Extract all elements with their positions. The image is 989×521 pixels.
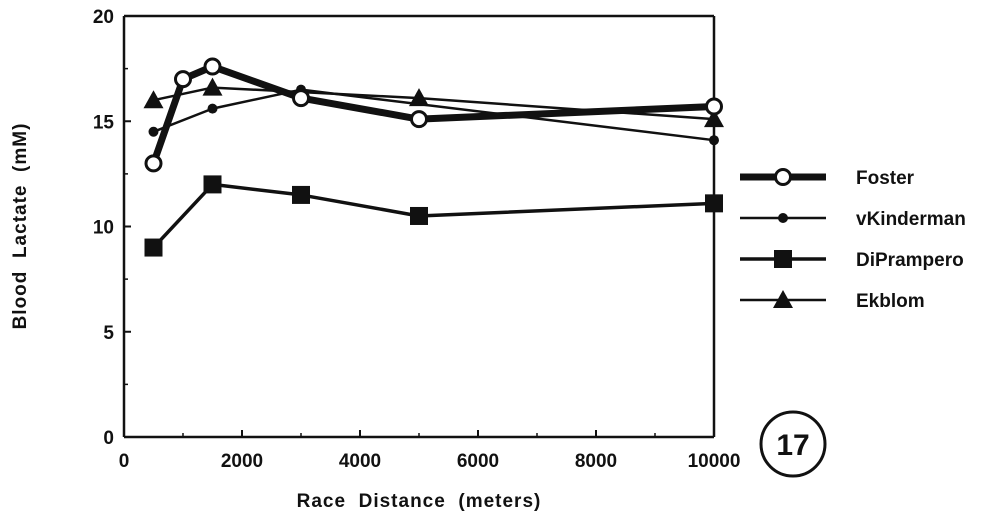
y-tick-label: 20: [93, 7, 114, 28]
data-point: [292, 185, 310, 204]
legend-marker: [778, 213, 788, 223]
data-point: [144, 154, 163, 173]
x-axis-title: Race Distance (meters): [297, 491, 542, 512]
y-tick-label: 15: [93, 112, 115, 133]
legend-marker: [774, 168, 792, 186]
series-line: [150, 63, 715, 165]
legend-label: vKinderman: [856, 209, 966, 230]
data-point: [143, 90, 164, 109]
data-point: [709, 135, 719, 146]
data-point: [704, 109, 724, 128]
x-tick-label: 8000: [575, 451, 617, 472]
badge-circle: [759, 410, 827, 478]
x-tick-label: 4000: [339, 451, 381, 472]
data-point: [203, 57, 222, 76]
series-line: [153, 86, 715, 121]
series-layer: [143, 57, 724, 257]
legend-item: Ekblom: [740, 290, 925, 312]
data-point: [148, 126, 159, 137]
series-diprampero: [144, 175, 723, 257]
series-line: [153, 88, 715, 142]
data-point: [410, 110, 428, 129]
circled-number-badge: 17: [759, 410, 827, 478]
legend-label: Ekblom: [856, 291, 925, 312]
x-tick-label: 0: [119, 451, 130, 472]
legend-marker: [774, 250, 792, 268]
badge-text: 17: [776, 429, 809, 462]
legend-label: Foster: [856, 168, 915, 189]
y-tick-label: 10: [93, 218, 114, 239]
data-point: [410, 206, 428, 225]
y-tick-label: 5: [103, 323, 114, 344]
data-point: [202, 77, 223, 96]
y-axis-title: Blood Lactate (mM): [10, 123, 31, 330]
series-line: [152, 182, 715, 249]
data-point: [705, 194, 723, 213]
series-ekblom: [143, 77, 724, 128]
legend: Foster vKinderman DiPrampero Ekblom: [740, 168, 966, 312]
legend-item: Foster: [740, 168, 915, 189]
data-point: [292, 89, 310, 108]
x-tick-label: 10000: [688, 451, 741, 472]
y-axis-ticks: 0 5 10 15 20: [93, 7, 131, 449]
series-foster: [144, 57, 723, 173]
legend-item: vKinderman: [740, 209, 966, 230]
legend-marker: [773, 290, 793, 308]
data-point: [705, 97, 723, 116]
x-axis-ticks: 0 2000 4000 6000 8000 10000: [119, 430, 741, 472]
data-point: [144, 238, 163, 257]
x-tick-label: 6000: [457, 451, 499, 472]
legend-item: DiPrampero: [740, 250, 964, 271]
legend-label: DiPrampero: [856, 250, 964, 271]
data-point: [174, 70, 192, 89]
x-tick-label: 2000: [221, 451, 263, 472]
data-point: [207, 103, 218, 114]
y-tick-label: 0: [103, 428, 114, 449]
data-point: [409, 88, 429, 107]
data-point: [203, 175, 222, 194]
series-vkinderman: [148, 84, 719, 146]
